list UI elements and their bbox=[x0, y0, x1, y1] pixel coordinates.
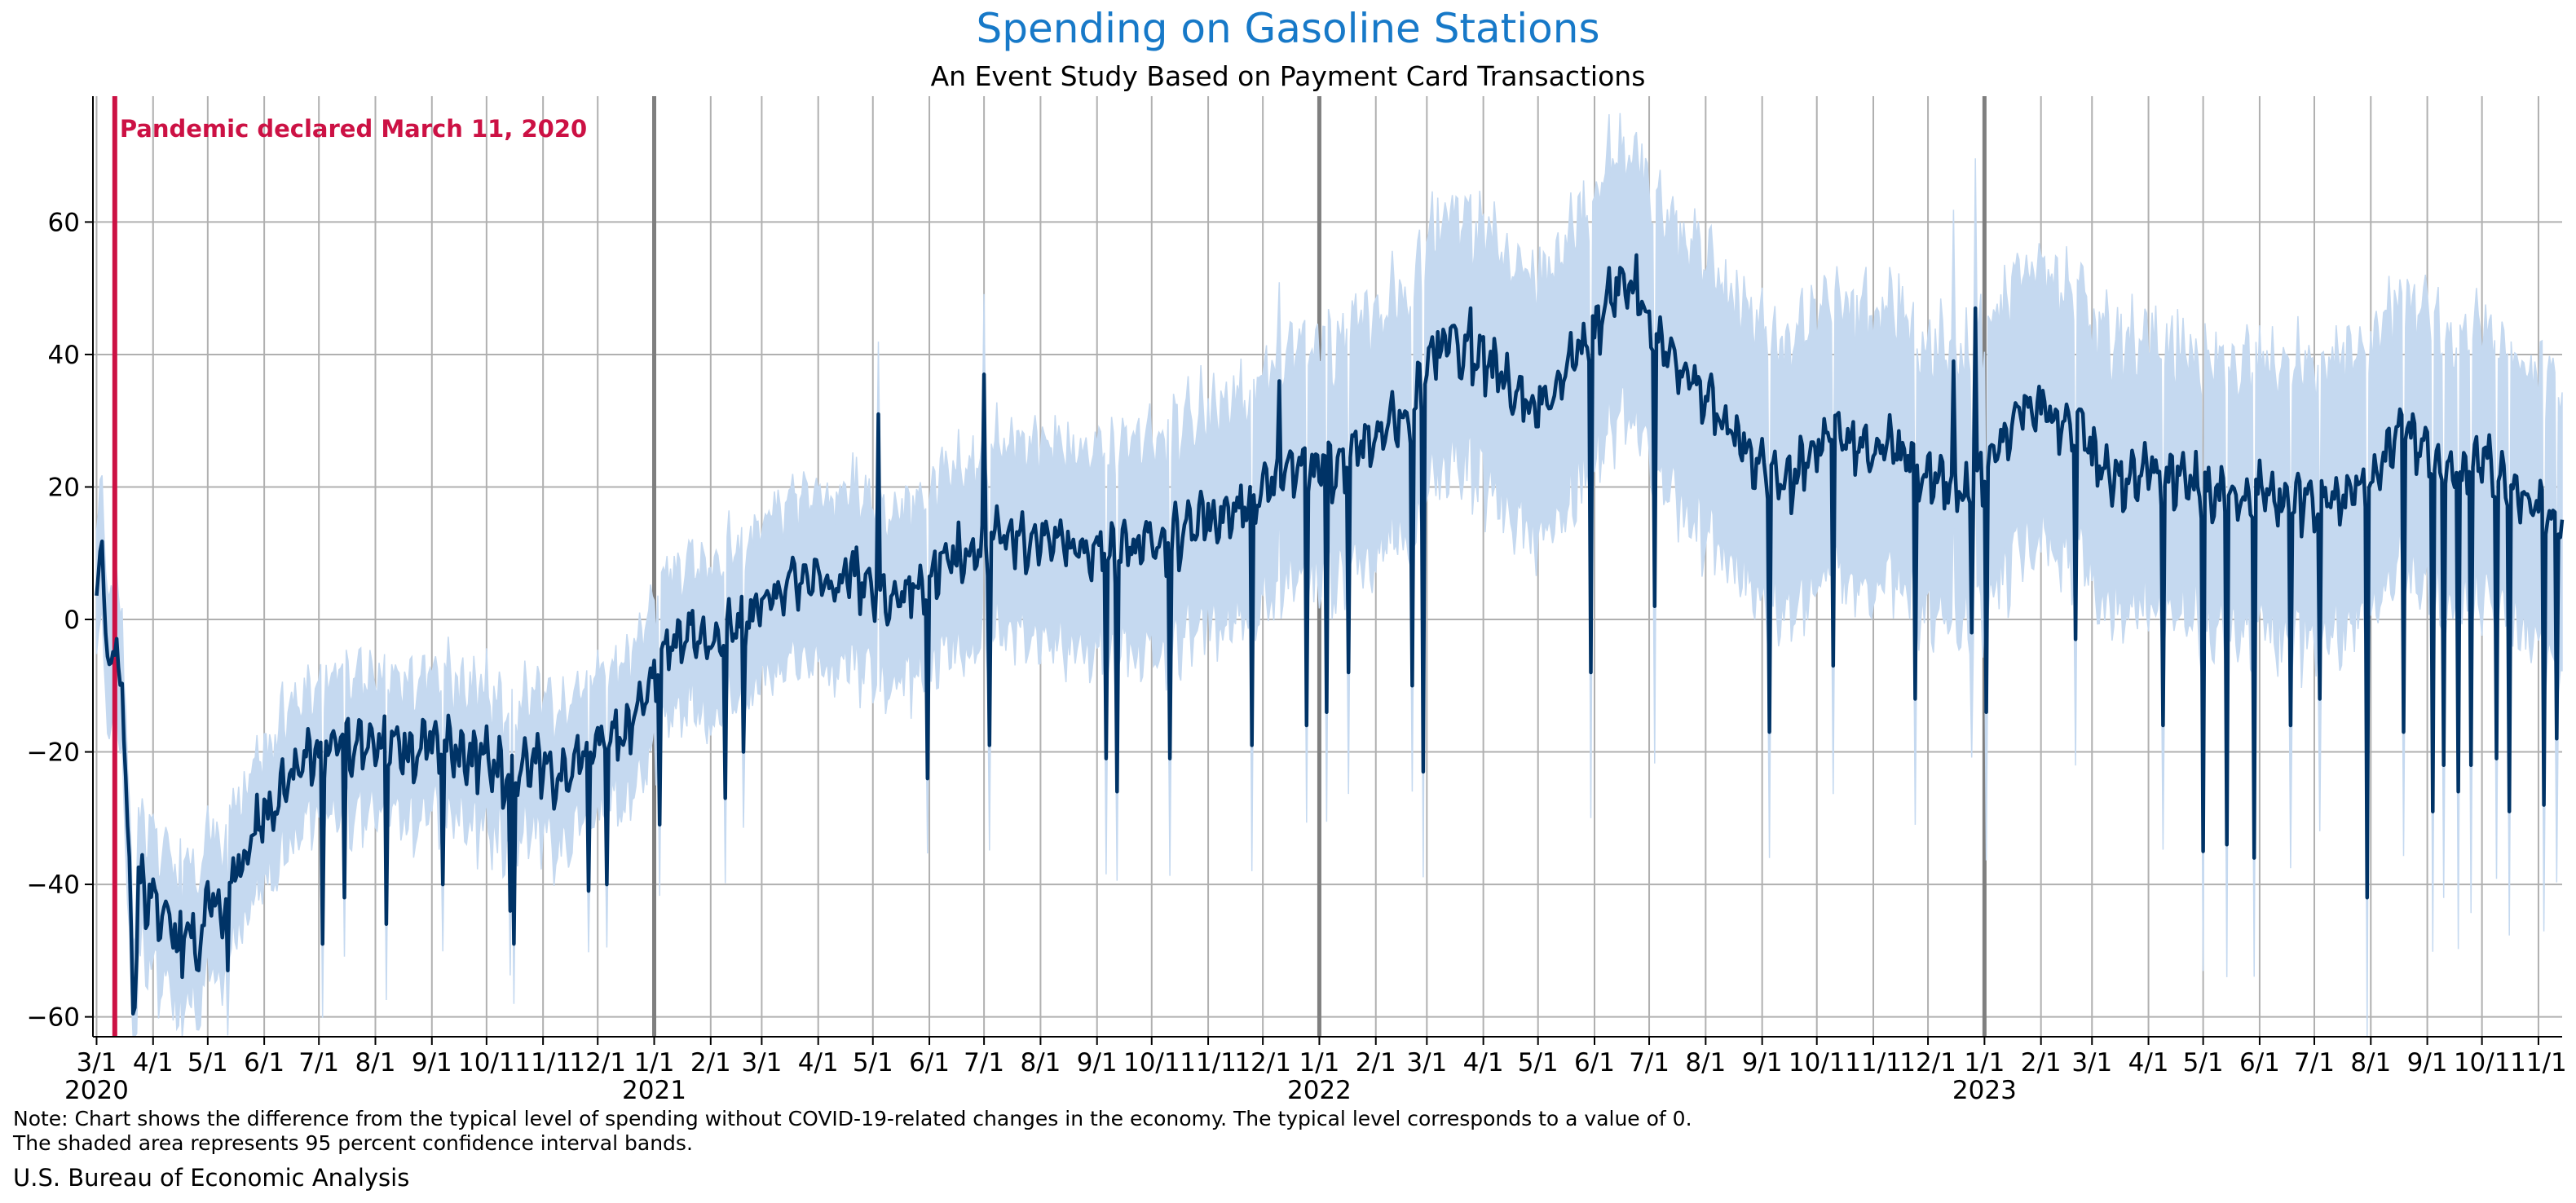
y-tick-label: 60 bbox=[48, 208, 80, 237]
x-year-label: 2020 bbox=[64, 1076, 129, 1105]
x-tick-label: 12/1 bbox=[569, 1048, 626, 1077]
x-year-label: 2022 bbox=[1287, 1076, 1352, 1105]
x-tick-label: 10/1 bbox=[458, 1048, 515, 1077]
x-tick-label: 5/1 bbox=[853, 1048, 893, 1077]
y-tick-label: −20 bbox=[27, 738, 80, 768]
x-year-label: 2021 bbox=[622, 1076, 686, 1105]
x-tick-label: 8/1 bbox=[1685, 1048, 1726, 1077]
x-tick-label: 9/1 bbox=[2407, 1048, 2448, 1077]
x-tick-label: 1/1 bbox=[1964, 1048, 2005, 1077]
x-tick-label: 12/1 bbox=[1234, 1048, 1291, 1077]
chart-source: U.S. Bureau of Economic Analysis bbox=[13, 1164, 410, 1192]
x-tick-label: 1/1 bbox=[634, 1048, 675, 1077]
x-tick-label: 11/1 bbox=[1845, 1048, 1902, 1077]
note-line-1: Note: Chart shows the difference from th… bbox=[13, 1107, 1692, 1130]
x-tick-label: 7/1 bbox=[298, 1048, 339, 1077]
x-tick-label: 2/1 bbox=[2021, 1048, 2062, 1077]
spending-series-line bbox=[95, 253, 2565, 1016]
chart-title: Spending on Gasoline Stations bbox=[976, 5, 1600, 52]
x-tick-label: 3/1 bbox=[77, 1048, 117, 1077]
confidence-band bbox=[95, 112, 2563, 1038]
x-tick-label: 5/1 bbox=[187, 1048, 228, 1077]
x-tick-label: 4/1 bbox=[133, 1048, 174, 1077]
x-tick-label: 3/1 bbox=[1406, 1048, 1447, 1077]
x-tick-label: 6/1 bbox=[1574, 1048, 1615, 1077]
y-tick-label: 20 bbox=[48, 473, 80, 502]
x-tick-label: 8/1 bbox=[2350, 1048, 2391, 1077]
confidence-interval-band bbox=[95, 112, 2563, 1038]
x-tick-label: 11/1 bbox=[1180, 1048, 1237, 1077]
x-tick-label: 1/1 bbox=[1299, 1048, 1339, 1077]
x-tick-label: 9/1 bbox=[1742, 1048, 1783, 1077]
y-tick-label: 40 bbox=[48, 341, 80, 370]
x-tick-label: 10/1 bbox=[2454, 1048, 2511, 1077]
x-tick-label: 7/1 bbox=[2294, 1048, 2335, 1077]
x-year-label: 2023 bbox=[1952, 1076, 2017, 1105]
x-tick-label: 11/1 bbox=[514, 1048, 571, 1077]
x-tick-label: 4/1 bbox=[2128, 1048, 2169, 1077]
note-line-2: The shaded area represents 95 percent co… bbox=[13, 1131, 693, 1155]
x-tick-label: 10/1 bbox=[1123, 1048, 1180, 1077]
x-tick-label: 8/1 bbox=[1020, 1048, 1061, 1077]
x-tick-label: 6/1 bbox=[909, 1048, 950, 1077]
x-tick-label: 3/1 bbox=[741, 1048, 782, 1077]
x-tick-label: 2/1 bbox=[690, 1048, 731, 1077]
x-tick-label: 9/1 bbox=[412, 1048, 452, 1077]
x-tick-label: 2/1 bbox=[1356, 1048, 1396, 1077]
x-tick-label: 10/1 bbox=[1789, 1048, 1846, 1077]
y-tick-label: −40 bbox=[27, 870, 80, 900]
x-tick-label: 11/1 bbox=[2510, 1048, 2567, 1077]
event-marker: Pandemic declared March 11, 2020 bbox=[112, 96, 587, 1037]
x-tick-label: 3/1 bbox=[2071, 1048, 2112, 1077]
y-tick-label: 0 bbox=[64, 606, 80, 635]
x-tick-label: 9/1 bbox=[1077, 1048, 1118, 1077]
x-tick-label: 4/1 bbox=[798, 1048, 839, 1077]
data-line bbox=[95, 253, 2565, 1016]
chart-subtitle: An Event Study Based on Payment Card Tra… bbox=[930, 60, 1646, 92]
x-tick-label: 5/1 bbox=[2183, 1048, 2224, 1077]
x-tick-label: 12/1 bbox=[1899, 1048, 1956, 1077]
x-tick-label: 6/1 bbox=[2239, 1048, 2280, 1077]
y-tick-label: −60 bbox=[27, 1003, 80, 1033]
x-tick-label: 8/1 bbox=[355, 1048, 396, 1077]
x-tick-label: 5/1 bbox=[1518, 1048, 1559, 1077]
event-annotation: Pandemic declared March 11, 2020 bbox=[120, 115, 587, 143]
x-tick-label: 6/1 bbox=[244, 1048, 285, 1077]
x-tick-label: 7/1 bbox=[1629, 1048, 1670, 1077]
x-tick-label: 4/1 bbox=[1463, 1048, 1504, 1077]
x-tick-label: 7/1 bbox=[964, 1048, 1004, 1077]
chart-note: Note: Chart shows the difference from th… bbox=[13, 1107, 1692, 1156]
